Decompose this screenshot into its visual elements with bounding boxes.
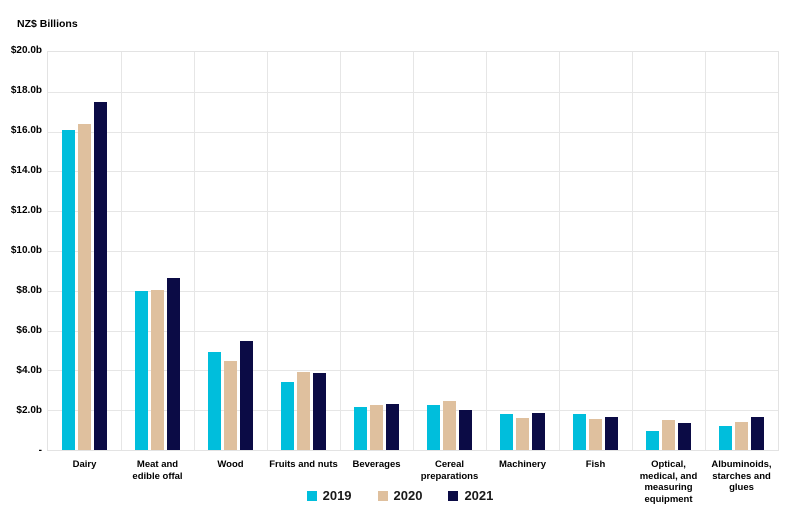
x-axis-label-dairy: Dairy [72,459,97,470]
bar-2020-machinery [516,418,529,450]
bar-2021-cereal-preparations [459,410,472,450]
y-axis: $20.0b $18.0b $16.0b $14.0b $12.0b $10.0b $8.0… [0,45,42,456]
bar-2020-optical-medical-and-measuring-equipment [662,420,675,450]
y-axis-title: NZ$ Billions [17,18,78,30]
x-axis: Dairy Meat and edible offal Wood Fruits and… [47,459,779,511]
y-axis-tick-label: $8.0b [16,285,42,296]
y-axis-tick-label: $6.0b [16,325,42,336]
y-axis-tick-label: - [38,445,42,456]
bar-2020-cereal-preparations [443,401,456,450]
vertical-gridline [267,52,268,450]
y-axis-tick-label: $14.0b [10,165,42,176]
bar-group-albuminoids-starches-and-glues [705,52,778,450]
bar-2020-albuminoids-starches-and-glues [735,422,748,450]
x-axis-label-cereal-preparations: Cereal preparations [420,459,479,482]
legend-swatch-icon [448,490,459,501]
bar-group-dairy [48,52,121,450]
legend-label: 2020 [393,488,423,503]
bar-group-fruits-and-nuts [267,52,340,450]
bar-group-cereal-preparations [413,52,486,450]
bar-2021-wood [240,340,253,450]
bar-2020-dairy [78,123,91,450]
bar-2019-beverages [354,407,367,450]
bar-2019-dairy [62,129,75,450]
legend-item-2019: 2019 [306,488,352,503]
bar-group-machinery [486,52,559,450]
bar-2021-albuminoids-starches-and-glues [751,417,764,450]
bar-2019-optical-medical-and-measuring-equipment [646,431,659,450]
bar-2020-fruits-and-nuts [297,372,310,450]
legend-swatch-icon [377,490,388,501]
y-axis-tick-label: $18.0b [10,85,42,96]
bar-2019-fruits-and-nuts [281,382,294,450]
bar-2021-meat-and-edible-offal [167,277,180,450]
bar-2019-wood [208,351,221,450]
vertical-gridline [413,52,414,450]
vertical-gridline [340,52,341,450]
bar-2019-cereal-preparations [427,405,440,450]
bar-2019-albuminoids-starches-and-glues [719,426,732,450]
bar-2019-meat-and-edible-offal [135,290,148,450]
bar-2021-fruits-and-nuts [313,373,326,450]
vertical-gridline [632,52,633,450]
bar-group-optical-medical-and-measuring-equipment [632,52,705,450]
x-axis-label-beverages: Beverages [352,459,401,470]
bar-2020-meat-and-edible-offal [151,289,164,450]
bar-2020-wood [224,361,237,450]
vertical-gridline [705,52,706,450]
y-axis-tick-label: $2.0b [16,405,42,416]
legend: 2019 2020 2021 [0,488,800,503]
x-axis-label-albuminoids-starches-and-glues: Albuminoids, starches and glues [711,459,772,493]
bar-2019-fish [573,414,586,450]
bar-2021-fish [605,417,618,450]
x-axis-label-machinery: Machinery [499,459,546,470]
plot-area [47,51,779,451]
y-axis-tick-label: $20.0b [10,45,42,56]
x-axis-label-fish: Fish [585,459,606,470]
y-axis-tick-label: $12.0b [10,205,42,216]
x-axis-label-optical-medical-and-measuring-equipment: Optical, medical, and measuring equipmen… [639,459,698,505]
bar-2021-optical-medical-and-measuring-equipment [678,423,691,450]
legend-label: 2021 [464,488,494,503]
legend-item-2020: 2020 [377,488,423,503]
legend-swatch-icon [306,490,317,501]
legend-label: 2019 [322,488,352,503]
x-axis-label-wood: Wood [217,459,244,470]
vertical-gridline [559,52,560,450]
bar-2020-fish [589,419,602,450]
y-axis-tick-label: $16.0b [10,125,42,136]
bar-2020-beverages [370,405,383,450]
bar-group-beverages [340,52,413,450]
x-axis-label-meat-and-edible-offal: Meat and edible offal [132,459,183,482]
y-axis-tick-label: $4.0b [16,365,42,376]
vertical-gridline [121,52,122,450]
bar-2021-dairy [94,101,107,450]
bar-2021-beverages [386,404,399,450]
bar-2019-machinery [500,414,513,450]
vertical-gridline [486,52,487,450]
bar-2021-machinery [532,413,545,450]
bar-group-meat-and-edible-offal [121,52,194,450]
bar-group-wood [194,52,267,450]
bar-group-fish [559,52,632,450]
legend-item-2021: 2021 [448,488,493,503]
vertical-gridline [194,52,195,450]
x-axis-label-fruits-and-nuts: Fruits and nuts [269,459,338,470]
y-axis-tick-label: $10.0b [10,245,42,256]
